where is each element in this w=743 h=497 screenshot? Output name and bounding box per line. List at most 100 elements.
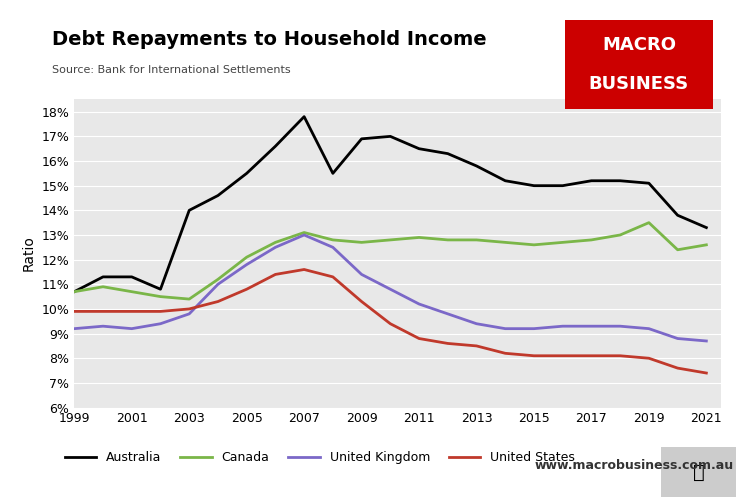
Canada [299, 230, 308, 236]
Canada [185, 296, 194, 302]
Canada [644, 220, 653, 226]
United States [673, 365, 682, 371]
United States [271, 271, 280, 277]
Australia [501, 178, 510, 184]
Canada [70, 289, 79, 295]
Australia [444, 151, 452, 157]
Line: Australia: Australia [74, 117, 707, 292]
United States [213, 299, 222, 305]
United Kingdom [415, 301, 424, 307]
Line: Canada: Canada [74, 223, 707, 299]
Australia [587, 178, 596, 184]
Canada [99, 284, 108, 290]
Australia [328, 170, 337, 176]
Australia [386, 133, 395, 139]
Canada [328, 237, 337, 243]
Australia [616, 178, 625, 184]
United Kingdom [328, 245, 337, 250]
United Kingdom [156, 321, 165, 327]
United Kingdom [616, 323, 625, 329]
Canada [673, 247, 682, 253]
Y-axis label: Ratio: Ratio [22, 236, 36, 271]
United Kingdom [702, 338, 711, 344]
United Kingdom [242, 261, 251, 267]
Australia [644, 180, 653, 186]
United Kingdom [444, 311, 452, 317]
United States [501, 350, 510, 356]
United States [415, 335, 424, 341]
Canada [415, 235, 424, 241]
United States [127, 309, 136, 315]
Text: www.macrobusiness.com.au: www.macrobusiness.com.au [535, 459, 734, 472]
United States [702, 370, 711, 376]
United Kingdom [213, 281, 222, 287]
Australia [415, 146, 424, 152]
United States [444, 340, 452, 346]
United States [185, 306, 194, 312]
Canada [213, 276, 222, 282]
United States [328, 274, 337, 280]
Canada [472, 237, 481, 243]
Australia [99, 274, 108, 280]
Australia [299, 114, 308, 120]
Australia [156, 286, 165, 292]
United Kingdom [386, 286, 395, 292]
Canada [357, 240, 366, 246]
Text: Debt Repayments to Household Income: Debt Repayments to Household Income [52, 30, 487, 49]
United States [386, 321, 395, 327]
United States [357, 299, 366, 305]
United Kingdom [558, 323, 567, 329]
United States [242, 286, 251, 292]
Australia [185, 207, 194, 213]
United Kingdom [673, 335, 682, 341]
Canada [616, 232, 625, 238]
Australia [702, 225, 711, 231]
Canada [444, 237, 452, 243]
United Kingdom [70, 326, 79, 331]
Text: BUSINESS: BUSINESS [589, 75, 689, 93]
Canada [271, 240, 280, 246]
United Kingdom [472, 321, 481, 327]
Text: Source: Bank for International Settlements: Source: Bank for International Settlemen… [52, 65, 291, 75]
United States [530, 353, 539, 359]
United States [70, 309, 79, 315]
United Kingdom [501, 326, 510, 331]
Canada [587, 237, 596, 243]
United States [558, 353, 567, 359]
Australia [271, 143, 280, 149]
Canada [156, 294, 165, 300]
Canada [242, 254, 251, 260]
United Kingdom [357, 271, 366, 277]
United Kingdom [644, 326, 653, 331]
United Kingdom [127, 326, 136, 331]
United States [587, 353, 596, 359]
Australia [472, 163, 481, 169]
Australia [530, 183, 539, 189]
Canada [558, 240, 567, 246]
United States [644, 355, 653, 361]
Canada [127, 289, 136, 295]
Australia [70, 289, 79, 295]
Australia [673, 212, 682, 218]
United Kingdom [530, 326, 539, 331]
Legend: Australia, Canada, United Kingdom, United States: Australia, Canada, United Kingdom, Unite… [60, 446, 580, 469]
United States [299, 266, 308, 272]
United Kingdom [271, 245, 280, 250]
Text: MACRO: MACRO [602, 36, 676, 54]
Australia [558, 183, 567, 189]
Australia [213, 192, 222, 198]
United States [472, 343, 481, 349]
United Kingdom [185, 311, 194, 317]
Canada [530, 242, 539, 248]
United Kingdom [299, 232, 308, 238]
Canada [702, 242, 711, 248]
Australia [357, 136, 366, 142]
Australia [127, 274, 136, 280]
Australia [242, 170, 251, 176]
United Kingdom [99, 323, 108, 329]
Text: 🐺: 🐺 [692, 463, 704, 482]
Line: United States: United States [74, 269, 707, 373]
Canada [501, 240, 510, 246]
United States [156, 309, 165, 315]
United Kingdom [587, 323, 596, 329]
